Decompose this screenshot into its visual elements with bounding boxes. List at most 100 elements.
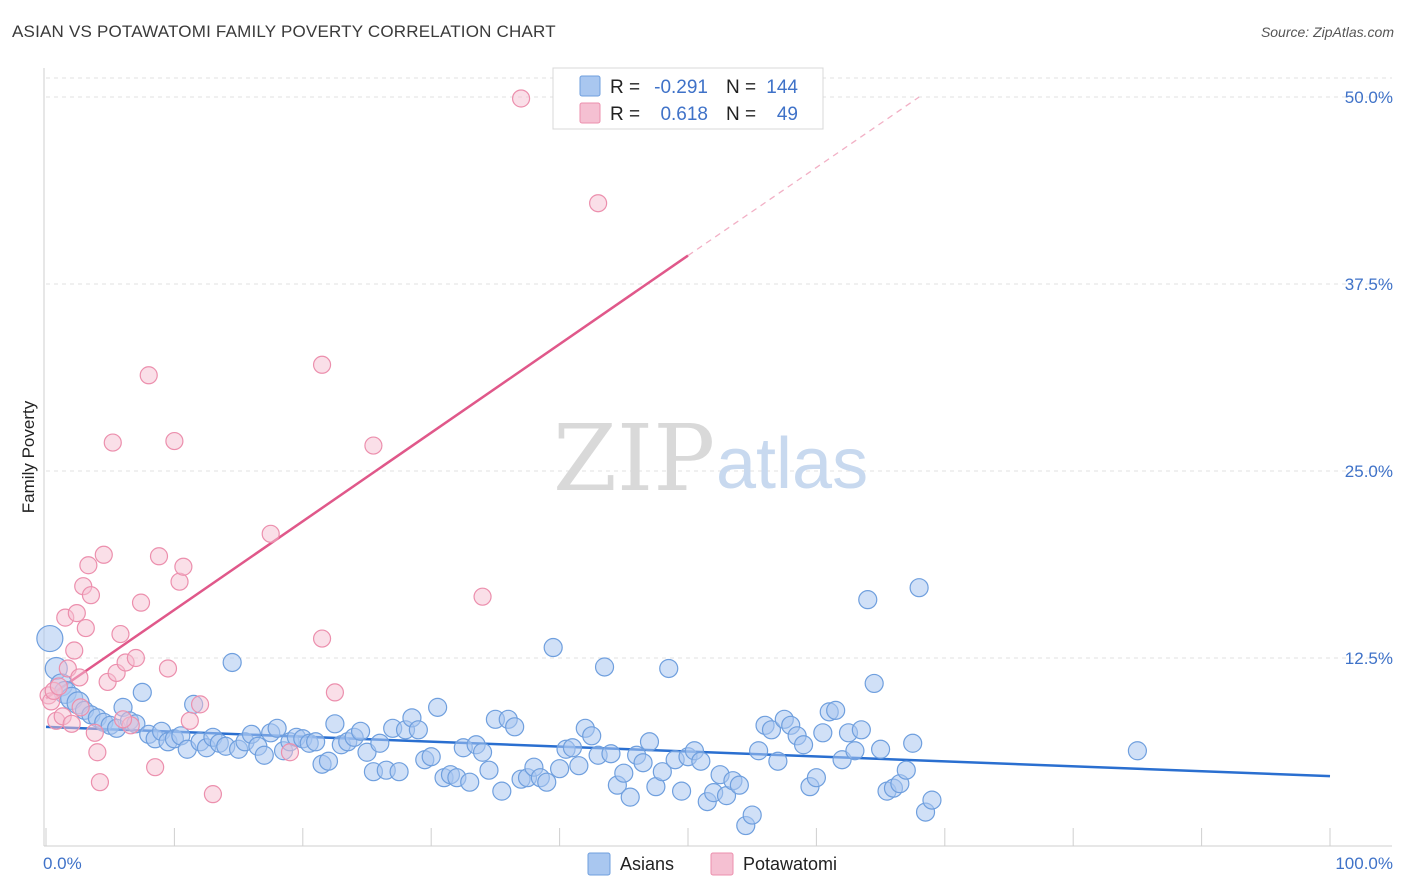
asian-point [549, 759, 570, 779]
asian-point [845, 741, 865, 761]
potawatomi-point [126, 648, 145, 668]
asian-point [472, 742, 493, 762]
asian-point [671, 781, 692, 801]
asian-point [505, 717, 525, 737]
legend-swatch-asians [579, 75, 601, 97]
potawatomi-point [70, 668, 89, 687]
potawatomi-point [111, 624, 130, 644]
asian-point [620, 787, 640, 807]
y-axis-title: Family Poverty [19, 400, 38, 513]
potawatomi-point [113, 710, 133, 729]
chart-title: ASIAN VS POTAWATOMI FAMILY POVERTY CORRE… [12, 22, 556, 41]
legend: R = -0.291 N = 144 R = 0.618 N = 49 [552, 67, 824, 130]
asian-point [768, 751, 788, 771]
chart-source: Source: ZipAtlas.com [1260, 24, 1394, 40]
axis-layer: 12.5% 25.0% 37.5% 50.0% [43, 68, 1393, 847]
bottom-legend-swatch-potawatomi [710, 852, 734, 876]
asian-point [543, 637, 563, 658]
potawatomi-point [65, 641, 84, 660]
asian-point [639, 732, 660, 752]
legend-r-value-potawatomi: 0.618 [660, 104, 708, 125]
asian-point [325, 714, 345, 734]
legend-n-value-asians: 144 [766, 77, 798, 98]
asian-point [267, 718, 287, 738]
potawatomi-point [62, 714, 81, 733]
legend-r-label-asians: R = [610, 77, 640, 98]
legend-r-label-potawatomi: R = [610, 104, 640, 125]
potawatomi-point [149, 547, 169, 566]
potawatomi-point [88, 743, 107, 762]
asian-point [1127, 741, 1148, 761]
potawatomi-point [511, 89, 531, 108]
potawatomi-point [364, 436, 383, 455]
potawatomi-point [174, 557, 193, 576]
potawatomi-point [94, 545, 113, 564]
potawatomi-point [312, 629, 332, 648]
asian-point [813, 723, 833, 743]
asian-point [601, 744, 621, 764]
legend-n-value-potawatomi: 49 [777, 104, 798, 125]
asian-point [761, 720, 782, 740]
potawatomi-point [158, 659, 178, 678]
asian-point [254, 745, 274, 765]
asian-point [537, 772, 557, 792]
asian-point [858, 590, 878, 610]
asian-point [428, 697, 448, 717]
potawatomi-point [146, 758, 165, 777]
potawatomi-point [325, 683, 344, 702]
asian-point [408, 720, 428, 740]
potawatomi-point [103, 433, 122, 452]
potawatomi-point [67, 604, 86, 623]
asian-point [318, 751, 339, 771]
asian-point [851, 720, 871, 740]
asian-point [742, 805, 762, 825]
point-layer [36, 89, 1148, 836]
asian-point [389, 762, 409, 782]
watermark-atlas: atlas [716, 424, 868, 504]
bottom-legend-swatch-asians [587, 852, 611, 876]
potawatomi-point [79, 556, 98, 575]
asian-point [903, 733, 923, 753]
potawatomi-point [165, 431, 184, 451]
legend-swatch-potawatomi [579, 102, 601, 124]
asian-point [614, 763, 634, 783]
asian-point [652, 762, 672, 782]
potawatomi-point [180, 711, 199, 730]
asian-point [582, 726, 602, 746]
potawatomi-trend-line [45, 254, 689, 700]
asian-point [922, 790, 942, 810]
potawatomi-point [190, 695, 210, 714]
asian-point [864, 673, 884, 694]
bottom-legend-label-asians: Asians [620, 854, 674, 874]
asian-point [659, 658, 679, 679]
x-tick-label-end: 100.0% [1335, 854, 1393, 873]
potawatomi-point [280, 743, 300, 762]
asian-point [492, 781, 512, 801]
potawatomi-trend-extension [687, 96, 920, 257]
potawatomi-point [85, 723, 104, 742]
asian-point [729, 775, 749, 795]
y-tick-label: 50.0% [1345, 88, 1393, 107]
y-tick-label: 37.5% [1345, 275, 1393, 294]
asian-point [370, 733, 390, 753]
asian-point [350, 721, 371, 741]
asian-point [826, 700, 846, 720]
potawatomi-point [312, 355, 332, 374]
asian-point [36, 624, 64, 653]
potawatomi-point [203, 785, 223, 804]
potawatomi-point [589, 194, 608, 213]
y-tick-label: 25.0% [1345, 462, 1393, 481]
asian-point [479, 760, 499, 780]
asian-point [691, 751, 711, 771]
potawatomi-point [81, 586, 101, 605]
potawatomi-point [90, 773, 110, 792]
asian-point [569, 756, 589, 776]
asian-point [793, 735, 814, 755]
asian-point [909, 578, 929, 598]
asian-point [562, 738, 583, 758]
potawatomi-point [49, 677, 68, 696]
potawatomi-point [131, 593, 151, 612]
asian-point [749, 741, 769, 761]
asian-point [806, 768, 827, 788]
